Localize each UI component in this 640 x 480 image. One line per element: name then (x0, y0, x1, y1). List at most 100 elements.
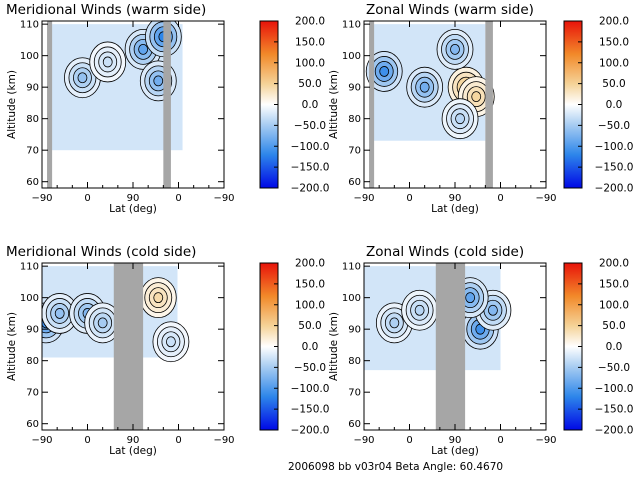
y-tick-label: 60 (26, 419, 39, 430)
colorbar-tick-label: 100.0 (599, 57, 629, 69)
y-axis-label: Altitude (km) (6, 312, 18, 381)
y-tick-label: 60 (348, 419, 361, 430)
contour-blob (441, 98, 479, 140)
x-tick-label: −90 (353, 435, 374, 446)
y-tick-label: 70 (26, 146, 39, 157)
x-tick-label: 0 (406, 435, 412, 446)
contour-blob (124, 28, 162, 70)
colorbar-tick-label: 0.0 (606, 341, 623, 353)
colorbar-tick-label: −200.0 (291, 183, 330, 195)
x-tick-label: 0 (406, 193, 412, 204)
y-tick-label: 80 (348, 114, 361, 125)
y-tick-label: 80 (26, 114, 39, 125)
plot-area (42, 21, 224, 188)
chart-panel-2: Zonal Winds (warm side) −90 0 90 0 −90 Lat (de… (328, 2, 633, 215)
chart-title: Zonal Winds (warm side) (366, 2, 534, 18)
y-tick-label: 80 (26, 356, 39, 367)
y-tick-label: 100 (342, 293, 361, 304)
y-tick-label: 90 (348, 83, 361, 94)
colorbar-tick-label: −200.0 (291, 425, 330, 437)
chart-panel-1: Meridional Winds (warm side) −90 0 90 0 −90 La… (6, 2, 329, 215)
x-tick-label: 90 (127, 435, 140, 446)
x-axis-label: Lat (deg) (431, 445, 479, 457)
chart-panel-4: Zonal Winds (cold side) −90 0 90 0 −90 Lat (de… (328, 244, 633, 457)
x-tick-label: 0 (497, 193, 503, 204)
y-tick-label: 100 (20, 293, 39, 304)
colorbar-tick-label: 50.0 (602, 78, 625, 90)
chart-title: Meridional Winds (cold side) (6, 244, 196, 260)
colorbar-tick-label: 100.0 (599, 299, 629, 311)
x-tick-label: 0 (84, 193, 90, 204)
colorbar-tick-label: 50.0 (298, 78, 321, 90)
y-tick-label: 90 (348, 325, 361, 336)
no-data-band (435, 263, 466, 430)
colorbar-tick-label: −50.0 (294, 120, 326, 132)
chart-panel-3: Meridional Winds (cold side) −90 0 90 0 −90 La… (6, 244, 329, 457)
colorbar-tick-label: 200.0 (295, 258, 325, 270)
plot-area (364, 263, 546, 430)
contour-blob (406, 66, 444, 108)
colorbar-tick-label: 150.0 (295, 36, 325, 48)
x-tick-label: 0 (497, 435, 503, 446)
contour-blob (84, 302, 122, 344)
colorbar-tick-label: −100.0 (595, 383, 634, 395)
colorbar-tick-label: 100.0 (295, 57, 325, 69)
colorbar-tick-label: 50.0 (298, 320, 321, 332)
contour-blob (139, 277, 177, 319)
y-axis-label: Altitude (km) (328, 70, 340, 139)
x-tick-label: 0 (175, 435, 181, 446)
y-axis-label: Altitude (km) (6, 70, 18, 139)
colorbar-tick-label: 200.0 (599, 258, 629, 270)
colorbar-tick-label: 200.0 (599, 16, 629, 28)
x-tick-label: −90 (535, 193, 556, 204)
contour-blob (42, 293, 79, 334)
chart-title: Meridional Winds (warm side) (6, 2, 206, 18)
y-tick-label: 70 (348, 146, 361, 157)
no-data-band (163, 21, 171, 188)
chart-title: Zonal Winds (cold side) (366, 244, 524, 260)
x-tick-label: −90 (213, 193, 234, 204)
y-tick-label: 80 (348, 356, 361, 367)
contour-blob (152, 321, 190, 363)
x-axis-label: Lat (deg) (109, 445, 157, 457)
x-tick-label: 90 (127, 193, 140, 204)
y-tick-label: 110 (20, 20, 39, 31)
no-data-band (113, 263, 144, 430)
y-tick-label: 110 (342, 262, 361, 273)
plot-area (42, 263, 224, 430)
x-tick-label: −90 (353, 193, 374, 204)
y-tick-label: 90 (26, 83, 39, 94)
colorbar-tick-label: −100.0 (291, 383, 330, 395)
x-tick-label: −90 (31, 435, 52, 446)
y-tick-label: 70 (26, 388, 39, 399)
x-axis-label: Lat (deg) (109, 203, 157, 215)
colorbar-tick-label: −100.0 (291, 141, 330, 153)
y-tick-label: 110 (20, 262, 39, 273)
colorbar-tick-label: −150.0 (595, 162, 634, 174)
x-tick-label: 0 (84, 435, 90, 446)
colorbar-tick-label: −50.0 (294, 362, 326, 374)
contour-blob (89, 41, 127, 83)
colorbar-tick-label: −50.0 (598, 120, 630, 132)
colorbar-tick-label: 150.0 (599, 278, 629, 290)
colorbar-tick-label: 100.0 (295, 299, 325, 311)
plot-area (364, 21, 546, 188)
y-tick-label: 70 (348, 388, 361, 399)
contour-blob (365, 51, 403, 92)
y-tick-label: 110 (342, 20, 361, 31)
y-axis-label: Altitude (km) (328, 312, 340, 381)
y-tick-label: 60 (348, 177, 361, 188)
colorbar-tick-label: −200.0 (595, 425, 634, 437)
x-tick-label: −90 (213, 435, 234, 446)
x-tick-label: −90 (31, 193, 52, 204)
contour-blob (64, 57, 101, 99)
footer-text: 2006098 bb v03r04 Beta Angle: 60.4670 (288, 461, 503, 473)
colorbar-tick-label: −200.0 (595, 183, 634, 195)
y-tick-label: 60 (26, 177, 39, 188)
x-tick-label: −90 (535, 435, 556, 446)
colorbar-tick-label: 0.0 (606, 99, 623, 111)
no-data-band (485, 21, 493, 188)
colorbar-tick-label: 0.0 (302, 341, 319, 353)
colorbar-tick-label: −150.0 (291, 404, 330, 416)
